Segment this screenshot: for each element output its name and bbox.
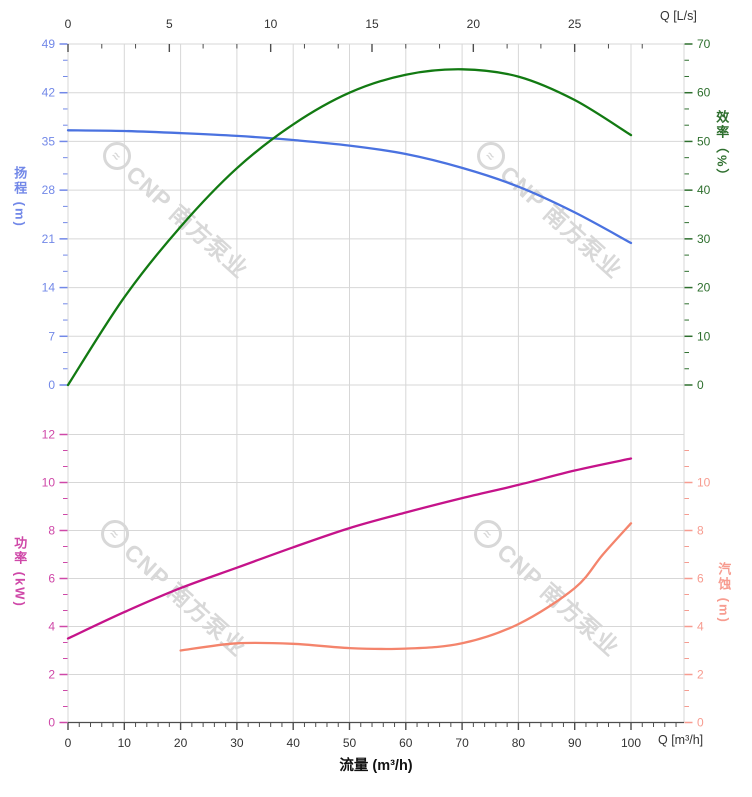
left-axis-tick-label: 28 (42, 183, 56, 197)
right-axis-tick-label: 30 (697, 232, 711, 246)
left-axis-tick-label: 8 (48, 524, 55, 538)
curve-效率 (66, 68, 633, 387)
curve-汽蚀 (179, 522, 633, 652)
left-axis-tick-label: 35 (42, 134, 56, 148)
left-axis-tick-label: 10 (42, 476, 56, 490)
right-axis-tick-label: 70 (697, 37, 711, 51)
top-axis-tick-label: 25 (568, 17, 582, 31)
bottom-axis-tick-label: 60 (399, 736, 413, 750)
left-axis-tick-label: 14 (42, 281, 56, 295)
right-axis-tick-label: 10 (697, 329, 711, 343)
power-axis-title: 功率 (kW) (12, 536, 28, 608)
bottom-axis-tick-label: 70 (455, 736, 469, 750)
flow-axis-title: 流量 (m³/h) (339, 758, 413, 774)
right-axis-tick-label: 10 (697, 476, 711, 490)
left-axis-tick-label: 49 (42, 37, 56, 51)
bottom-axis-tick-label: 50 (343, 736, 357, 750)
left-axis-tick-label: 0 (48, 716, 55, 730)
left-axis-tick-label: 2 (48, 668, 55, 682)
right-axis-tick-label: 8 (697, 524, 704, 538)
bottom-axis-tick-label: 20 (174, 736, 188, 750)
right-axis-tick-label: 40 (697, 183, 711, 197)
bottom-axis-tick-label: 10 (118, 736, 132, 750)
head-axis-title: 扬程 (m) (12, 166, 28, 228)
top-axis-tick-label: 15 (365, 17, 379, 31)
right-axis-tick-label: 60 (697, 86, 711, 100)
top-axis-tick-label: 20 (467, 17, 481, 31)
npsh-axis-title: 汽蚀 (m) (716, 562, 732, 624)
right-axis-tick-label: 2 (697, 668, 704, 682)
right-axis-tick-label: 6 (697, 572, 704, 586)
left-axis-tick-label: 12 (42, 428, 56, 442)
top-axis-tick-label: 5 (166, 17, 173, 31)
right-axis-tick-label: 4 (697, 620, 704, 634)
bottom-axis-tick-label: 100 (621, 736, 641, 750)
bottom-axis-tick-label: 30 (230, 736, 244, 750)
left-axis-tick-label: 21 (42, 232, 56, 246)
flow-unit-top-label: Q [L/s] (660, 9, 697, 23)
left-axis-tick-label: 6 (48, 572, 55, 586)
flow-unit-bottom-label: Q [m³/h] (658, 733, 704, 747)
bottom-axis-tick-label: 40 (287, 736, 301, 750)
curve-扬程 (66, 129, 633, 245)
top-axis-tick-label: 0 (65, 17, 72, 31)
curve-功率 (66, 457, 633, 640)
bottom-axis-tick-label: 80 (512, 736, 526, 750)
left-axis-tick-label: 4 (48, 620, 55, 634)
right-axis-tick-label: 20 (697, 281, 711, 295)
left-axis-tick-label: 7 (48, 329, 55, 343)
right-axis-tick-label: 50 (697, 134, 711, 148)
top-axis-tick-label: 10 (264, 17, 278, 31)
right-axis-tick-label: 0 (697, 378, 704, 392)
left-axis-tick-label: 0 (48, 378, 55, 392)
right-axis-tick-label: 0 (697, 716, 704, 730)
bottom-axis-tick-label: 0 (65, 736, 72, 750)
left-axis-tick-label: 42 (42, 86, 56, 100)
efficiency-axis-title: 效率（%） (714, 110, 730, 184)
bottom-axis-tick-label: 90 (568, 736, 582, 750)
